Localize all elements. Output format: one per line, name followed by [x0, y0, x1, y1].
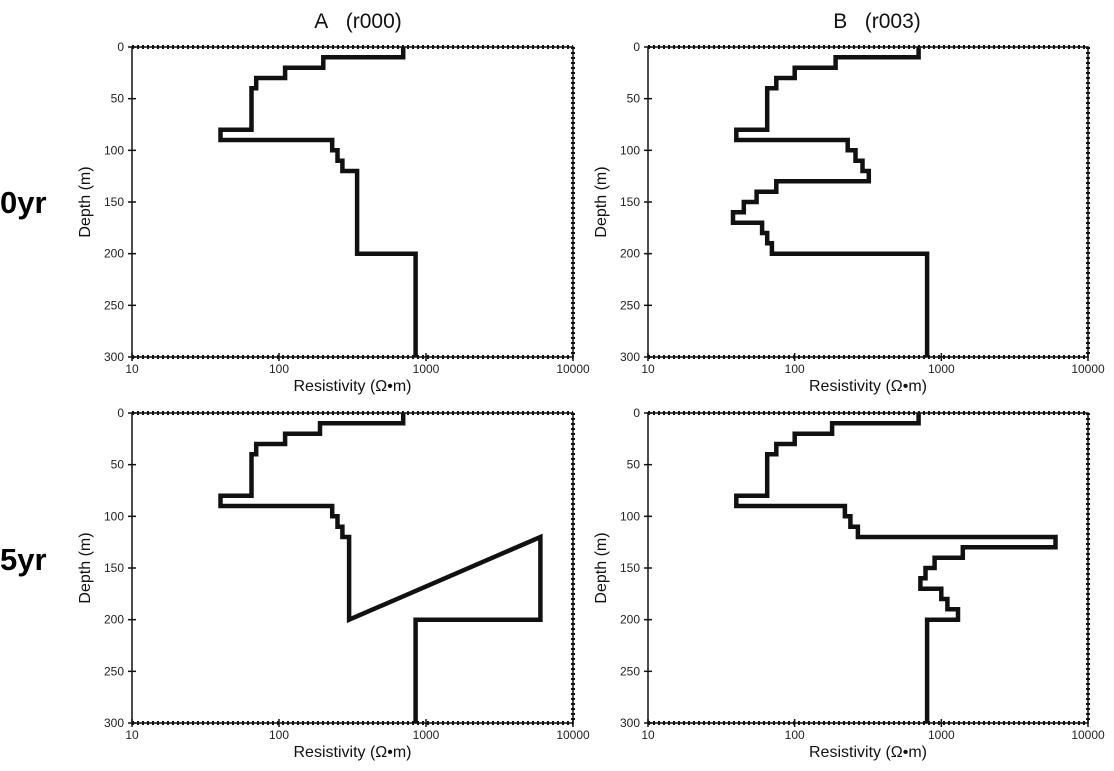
- y-tick-label: 200: [620, 613, 640, 627]
- resistivity-profile-line: [218, 47, 418, 357]
- y-tick-label: 50: [111, 458, 125, 472]
- y-tick-label: 250: [104, 298, 124, 312]
- row-label-5yr: 5yr: [0, 542, 47, 577]
- resistivity-profile-line: [734, 413, 1058, 723]
- row-label-0yr: 0yr: [0, 185, 47, 220]
- column-title-b: B (r003): [833, 10, 921, 33]
- x-tick-label: 10: [641, 362, 655, 376]
- y-tick-label: 50: [111, 92, 125, 106]
- x-tick-label: 10000: [556, 362, 590, 376]
- y-tick-label: 200: [620, 247, 640, 261]
- y-tick-label: 0: [633, 40, 640, 54]
- column-title-a: A (r000): [314, 10, 402, 33]
- y-tick-label: 250: [620, 298, 640, 312]
- y-tick-label: 200: [104, 247, 124, 261]
- y-tick-label: 100: [620, 143, 640, 157]
- y-tick-label: 250: [620, 664, 640, 678]
- x-tick-label: 10000: [1071, 362, 1105, 376]
- plot-frame: [131, 412, 574, 724]
- plot-frame: [647, 412, 1089, 724]
- plot-frame: [647, 46, 1089, 358]
- y-tick-label: 250: [104, 664, 124, 678]
- x-axis-title: Resistivity (Ω•m): [294, 378, 412, 395]
- y-axis-title: Depth (m): [593, 166, 610, 237]
- x-tick-label: 100: [785, 362, 805, 376]
- y-tick-label: 150: [620, 195, 640, 209]
- y-tick-label: 0: [117, 40, 124, 54]
- y-tick-label: 50: [627, 458, 641, 472]
- y-tick-label: 300: [620, 350, 640, 364]
- y-tick-label: 0: [633, 406, 640, 420]
- y-tick-label: 300: [104, 716, 124, 730]
- y-axis-title: Depth (m): [77, 166, 94, 237]
- x-tick-label: 10000: [556, 728, 590, 742]
- y-tick-label: 200: [104, 613, 124, 627]
- y-tick-label: 100: [104, 509, 124, 523]
- x-tick-label: 10000: [1071, 728, 1105, 742]
- y-tick-label: 300: [104, 350, 124, 364]
- y-axis-title: Depth (m): [77, 532, 94, 603]
- x-axis-title: Resistivity (Ω•m): [809, 378, 927, 395]
- resistivity-profile-line: [730, 47, 930, 357]
- x-tick-label: 100: [269, 362, 289, 376]
- x-tick-label: 100: [269, 728, 289, 742]
- x-tick-label: 10: [125, 728, 139, 742]
- x-tick-label: 100: [785, 728, 805, 742]
- plot-frame: [131, 46, 574, 358]
- x-tick-label: 1000: [928, 728, 955, 742]
- y-tick-label: 0: [117, 406, 124, 420]
- y-tick-label: 100: [104, 143, 124, 157]
- x-tick-label: 1000: [413, 728, 440, 742]
- resistivity-profile-line: [218, 413, 543, 723]
- x-axis-title: Resistivity (Ω•m): [294, 744, 412, 761]
- x-tick-label: 1000: [413, 362, 440, 376]
- x-tick-label: 10: [641, 728, 655, 742]
- y-tick-label: 100: [620, 509, 640, 523]
- y-axis-title: Depth (m): [593, 532, 610, 603]
- y-tick-label: 150: [104, 195, 124, 209]
- y-tick-label: 150: [620, 561, 640, 575]
- x-tick-label: 10: [125, 362, 139, 376]
- y-tick-label: 150: [104, 561, 124, 575]
- x-axis-title: Resistivity (Ω•m): [809, 744, 927, 761]
- y-tick-label: 300: [620, 716, 640, 730]
- x-tick-label: 1000: [928, 362, 955, 376]
- y-tick-label: 50: [627, 92, 641, 106]
